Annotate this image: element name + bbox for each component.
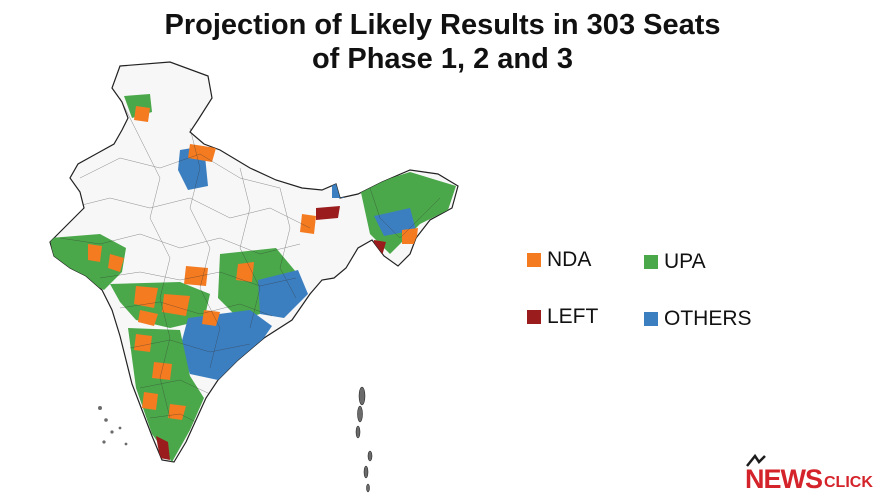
india-map <box>49 61 459 493</box>
region-left <box>156 436 170 460</box>
region-nda <box>168 404 186 420</box>
title-line-2: of Phase 1, 2 and 3 <box>311 43 574 75</box>
legend-label-left: LEFT <box>547 305 599 328</box>
legend-others: OTHERS <box>644 307 752 331</box>
region-nda <box>236 262 254 282</box>
legend-swatch-nda <box>527 253 541 267</box>
region-nda <box>134 286 158 308</box>
region-nda <box>162 294 190 316</box>
region-upa <box>128 328 204 462</box>
region-others <box>180 310 272 380</box>
legend-left: LEFT <box>527 305 598 329</box>
region-nda <box>108 254 124 272</box>
legend-label-others: OTHERS <box>664 307 752 330</box>
legend-swatch-upa <box>644 255 658 269</box>
region-others <box>374 208 416 236</box>
region-nda <box>88 244 102 262</box>
logo-news-text: NEWS <box>745 464 823 494</box>
lakshadweep-islands <box>98 406 128 446</box>
legend-label-nda: NDA <box>547 248 592 271</box>
region-upa <box>50 234 126 290</box>
region-nda <box>138 310 158 326</box>
legend-swatch-others <box>644 312 658 326</box>
region-nda <box>300 214 316 234</box>
region-nda <box>142 392 158 410</box>
logo-mark-icon <box>746 454 766 467</box>
region-nda <box>134 334 152 352</box>
region-nda <box>184 266 208 286</box>
region-nda <box>134 106 150 122</box>
andaman-islands <box>355 386 373 493</box>
region-upa <box>110 282 210 328</box>
region-nda <box>202 310 220 326</box>
region-left <box>316 206 340 220</box>
legend-swatch-left <box>527 310 541 324</box>
newsclick-logo: NEWS CLICK <box>745 454 873 494</box>
legend-upa: UPA <box>644 250 706 274</box>
title-line-1: Projection of Likely Results in 303 Seat… <box>164 9 721 41</box>
logo-click-text: CLICK <box>824 474 873 491</box>
chart-title: Projection of Likely Results in 303 Seat… <box>0 8 885 76</box>
legend-label-upa: UPA <box>664 250 706 273</box>
region-nda <box>402 228 418 244</box>
legend-nda: NDA <box>527 248 591 272</box>
region-others <box>258 270 308 318</box>
